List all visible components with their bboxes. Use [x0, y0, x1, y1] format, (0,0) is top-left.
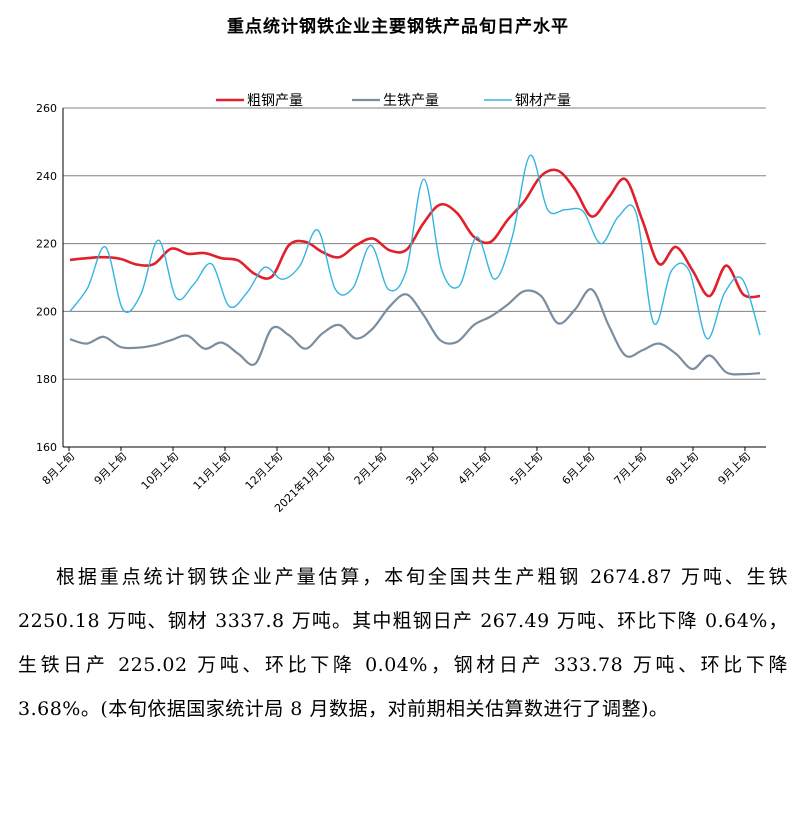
x-tick-label: 7月上旬: [612, 450, 649, 487]
series-line-2: [69, 288, 761, 376]
y-tick-label: 180: [36, 373, 57, 386]
y-tick-label: 240: [36, 170, 57, 183]
x-tick-label: 4月上旬: [456, 450, 493, 487]
y-tick-label: 220: [36, 238, 57, 251]
legend: 粗钢产量 生铁产量 钢材产量: [216, 93, 571, 109]
series-line-3: [69, 154, 761, 340]
series-lines: [69, 154, 761, 376]
chart-title: 重点统计钢铁企业主要钢铁产品旬日产水平: [227, 17, 569, 37]
x-tick-label: 8月上旬: [664, 450, 701, 487]
x-tick-label: 8月上旬: [40, 450, 77, 487]
y-tick-label: 200: [36, 305, 57, 318]
legend-label: 粗钢产量: [247, 93, 303, 109]
y-tick-label: 160: [36, 441, 57, 454]
x-tick-label: 2月上旬: [352, 450, 389, 487]
legend-label: 钢材产量: [515, 93, 571, 109]
x-tick-label: 11月上旬: [191, 450, 233, 492]
x-tick-label: 3月上旬: [404, 450, 441, 487]
x-tick-label: 6月上旬: [560, 450, 597, 487]
legend-label: 生铁产量: [383, 93, 439, 109]
series-line-1: [69, 168, 761, 299]
x-tick-label: 10月上旬: [139, 450, 181, 492]
axes: 160 180 200 220 240 260 8月上旬 9月上旬 10月上旬 11月上旬 12月上…: [36, 102, 766, 515]
y-tick-label: 260: [36, 102, 57, 115]
line-chart: 160 180 200 220 240 260 8月上旬 9月上旬 10月上旬 11月上旬 12月上…: [36, 93, 766, 515]
x-tick-label: 9月上旬: [92, 450, 129, 487]
x-tick-label: 9月上旬: [716, 450, 753, 487]
x-tick-label: 12月上旬: [243, 450, 285, 492]
summary-paragraph: 根据重点统计钢铁企业产量估算，本旬全国共生产粗钢 2674.87 万吨、生铁 2…: [18, 566, 788, 720]
x-tick-label: 5月上旬: [508, 450, 545, 487]
grid-lines: [63, 107, 766, 380]
